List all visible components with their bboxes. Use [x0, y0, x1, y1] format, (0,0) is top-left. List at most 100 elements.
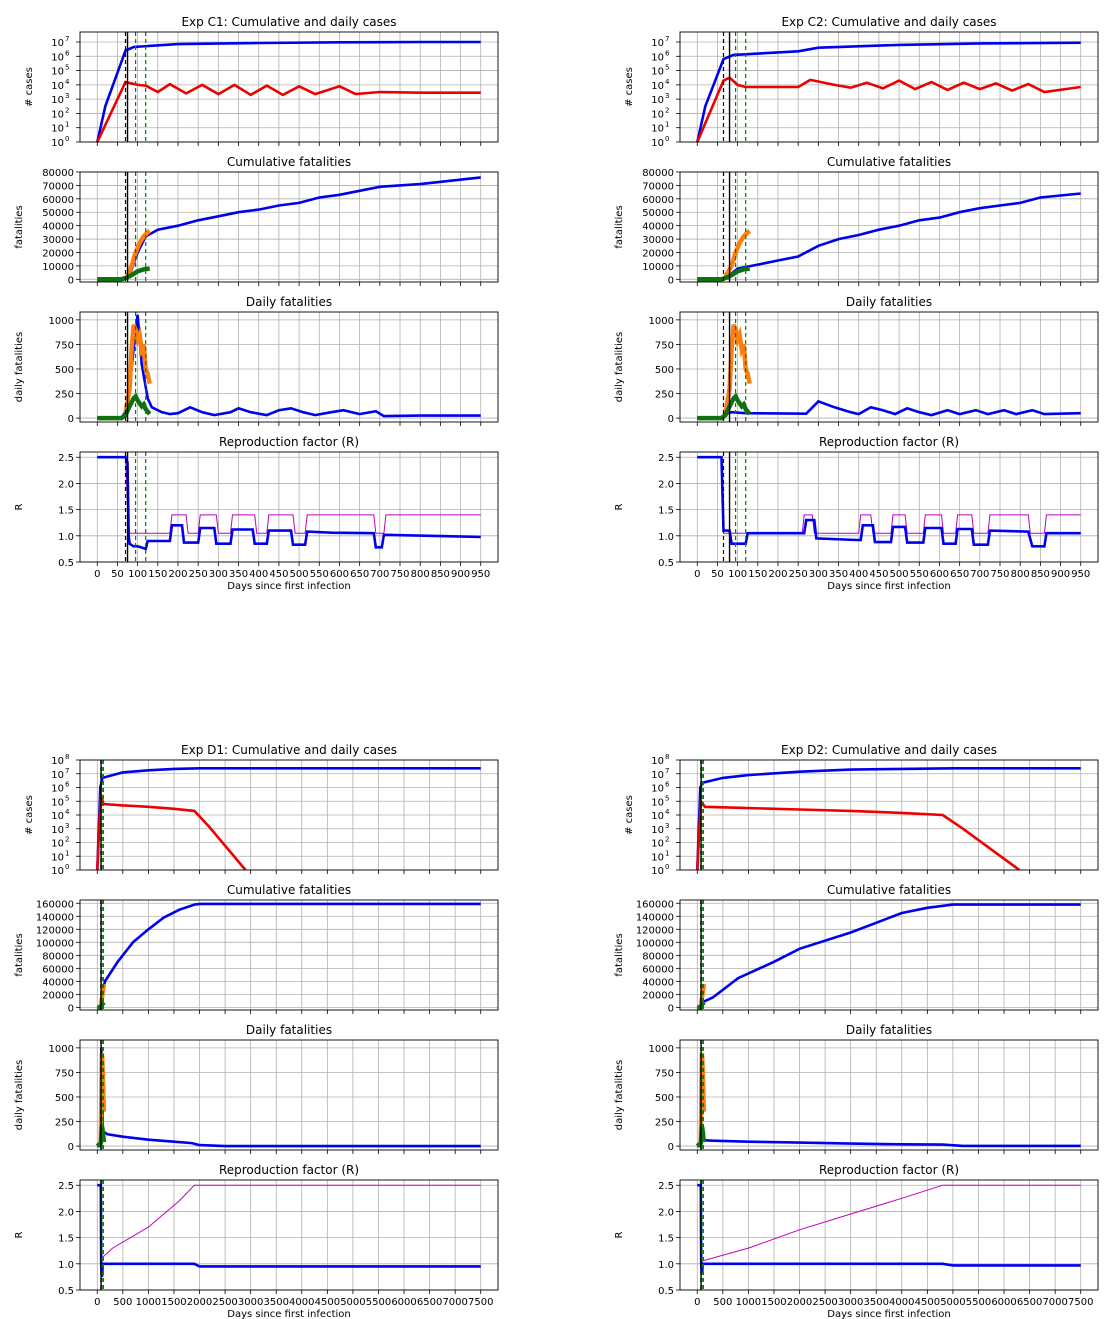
x-axis-label: Days since first infection — [227, 581, 350, 592]
panel-C2-3: 0.51.01.52.02.50 50 100 150 200 250 300 350 400 4… — [614, 435, 1098, 592]
y-tick-label: 50000 — [642, 208, 674, 219]
y-tick-label: 10 — [51, 52, 64, 63]
x-tick-label: 2000 — [187, 1297, 212, 1308]
y-tick-label: 160000 — [36, 899, 74, 910]
y-tick-exponent: 5 — [665, 794, 669, 802]
y-tick-label: 0 — [668, 275, 674, 286]
y-tick-exponent: 1 — [65, 121, 69, 129]
x-tick-label: 900 — [1051, 569, 1070, 580]
panel-frame — [680, 1180, 1098, 1290]
y-tick-label: 1.5 — [58, 506, 74, 517]
y-tick-exponent: 1 — [665, 121, 669, 129]
y-tick-label: 10 — [651, 38, 664, 49]
y-tick-label: 0 — [68, 1142, 74, 1153]
y-tick-exponent: 5 — [65, 64, 69, 72]
y-tick-label: 40000 — [642, 977, 674, 988]
panel-D1-2: 0 250 500 750 1000 Daily fatalities daily fata… — [14, 1023, 498, 1154]
panel-C2-1: 0100002000030000400005000060000700008000… — [614, 155, 1098, 286]
y-tick-label: 10 — [651, 67, 664, 78]
y-tick-label: 10 — [651, 866, 664, 877]
panel-title: Reproduction factor (R) — [819, 435, 959, 449]
panel-title: Cumulative fatalities — [227, 155, 351, 169]
r-target-line — [97, 1185, 480, 1258]
x-tick-label: 450 — [269, 569, 288, 580]
y-tick-label: 10000 — [642, 262, 674, 273]
y-tick-label: 2.0 — [58, 1207, 74, 1218]
x-tick-label: 500 — [713, 1297, 732, 1308]
y-tick-label: 10 — [51, 138, 64, 149]
y-tick-label: 10 — [51, 95, 64, 106]
y-tick-label: 1000 — [49, 316, 74, 327]
r-model-line — [97, 457, 480, 549]
y-tick-exponent: 3 — [665, 822, 669, 830]
x-tick-label: 4000 — [889, 1297, 914, 1308]
y-tick-label: 2.0 — [58, 479, 74, 490]
x-tick-label: 750 — [990, 569, 1009, 580]
y-tick-label: 60000 — [42, 964, 74, 975]
y-tick-exponent: 3 — [65, 92, 69, 100]
x-tick-label: 5500 — [366, 1297, 391, 1308]
y-tick-label: 10 — [651, 756, 664, 767]
x-tick-label: 800 — [1011, 569, 1030, 580]
panel-C1-1: 0 10000 20000 30000 40000 50000 60000 70000 8000… — [14, 155, 498, 286]
y-axis-label: R — [614, 503, 625, 510]
y-tick-label: 1.0 — [58, 1260, 74, 1271]
y-tick-label: 80000 — [642, 168, 674, 179]
daily-cases-line — [97, 794, 245, 870]
y-tick-exponent: 6 — [65, 49, 70, 57]
y-tick-label: 70000 — [42, 181, 74, 192]
x-tick-label: 6000 — [391, 1297, 416, 1308]
y-tick-label: 750 — [55, 340, 74, 351]
y-tick-exponent: 1 — [665, 849, 669, 857]
x-tick-label: 550 — [910, 569, 929, 580]
x-tick-label: 850 — [431, 569, 450, 580]
series-group — [697, 1180, 1080, 1290]
y-tick-exponent: 2 — [665, 106, 669, 114]
cumulative-cases-line — [697, 768, 1080, 870]
panel-title: Cumulative fatalities — [827, 883, 951, 897]
observed-green-line — [97, 269, 149, 280]
series-group — [97, 32, 480, 142]
x-tick-label: 0 — [94, 569, 100, 580]
x-tick-label: 750 — [390, 569, 409, 580]
panel-title: Cumulative fatalities — [827, 155, 951, 169]
y-tick-exponent: 6 — [665, 781, 670, 789]
x-tick-label: 250 — [189, 569, 208, 580]
y-tick-label: 500 — [655, 365, 674, 376]
daily-cases-line — [697, 78, 1080, 142]
y-tick-label: 80000 — [42, 951, 74, 962]
y-tick-label: 10 — [651, 811, 664, 822]
panel-frame — [80, 452, 498, 562]
y-tick-label: 70000 — [642, 181, 674, 192]
y-tick-label: 10 — [651, 852, 664, 863]
y-tick-label: 10 — [651, 138, 664, 149]
r-model-line — [97, 1185, 480, 1277]
y-tick-label: 0.5 — [58, 558, 74, 569]
x-tick-label: 50 — [711, 569, 724, 580]
panel-C1-3: 0.5 1.0 1.5 2.0 2.5 0 50 100 150 200 250 300 350 400 4… — [14, 435, 498, 592]
y-tick-label: 1.0 — [658, 1260, 674, 1271]
y-tick-label: 10 — [51, 124, 64, 135]
y-tick-exponent: 7 — [65, 767, 69, 775]
panel-C1-2: 02505007501000Daily fatalitiesdaily fata… — [14, 295, 498, 426]
x-tick-label: 1000 — [736, 1297, 761, 1308]
y-tick-label: 10 — [51, 811, 64, 822]
y-tick-label: 120000 — [636, 925, 674, 936]
y-tick-label: 10000 — [42, 262, 74, 273]
x-tick-label: 650 — [350, 569, 369, 580]
y-tick-label: 40000 — [642, 222, 674, 233]
panel-D2-3: 0.51.01.52.02.50 500 1000 1500 2000 2500 3000 3… — [614, 1163, 1098, 1319]
y-tick-label: 1.5 — [658, 1234, 674, 1245]
y-tick-exponent: 0 — [65, 863, 69, 871]
y-axis-label: fatalities — [614, 933, 625, 976]
panel-title: Daily fatalities — [246, 295, 332, 309]
model-fatalities-line — [697, 194, 1080, 280]
y-tick-label: 10 — [51, 81, 64, 92]
panel-C1-0: 10010110210310410510610 7Exp C1: Cumulati… — [24, 15, 498, 149]
y-tick-label: 10 — [51, 770, 64, 781]
y-axis-label: R — [14, 503, 25, 510]
x-tick-label: 100 — [728, 569, 747, 580]
panel-frame — [80, 1040, 498, 1150]
y-tick-label: 250 — [55, 1118, 74, 1129]
